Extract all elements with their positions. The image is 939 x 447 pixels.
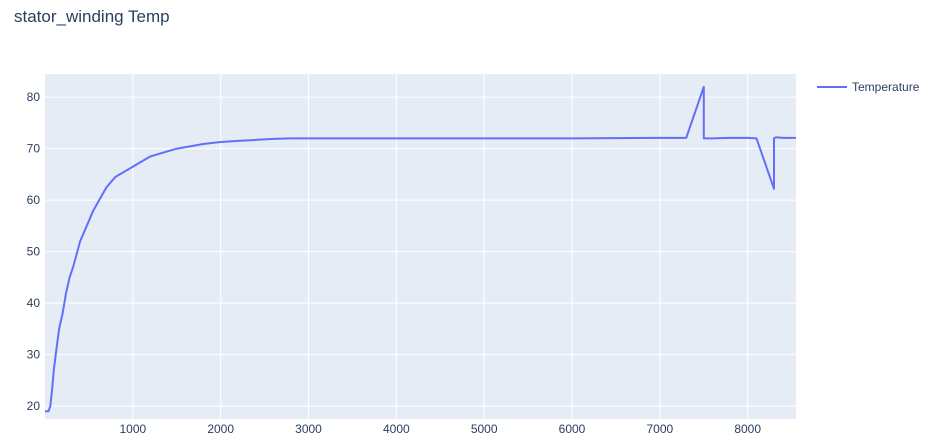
x-tick-label: 5000 xyxy=(471,422,498,436)
chart-title: stator_winding Temp xyxy=(14,7,170,26)
legend-swatch xyxy=(817,86,847,88)
x-tick-label: 3000 xyxy=(295,422,322,436)
y-tick-label: 20 xyxy=(27,399,41,413)
legend[interactable]: Temperature xyxy=(817,80,919,94)
grid-lines xyxy=(45,74,796,419)
y-tick-label: 50 xyxy=(27,245,41,259)
x-tick-label: 6000 xyxy=(559,422,586,436)
y-tick-label: 40 xyxy=(27,296,41,310)
y-tick-label: 30 xyxy=(27,348,41,362)
y-tick-label: 70 xyxy=(27,142,41,156)
x-tick-label: 1000 xyxy=(119,422,146,436)
x-axis-ticks: 1000 2000 3000 4000 5000 6000 7000 8000 xyxy=(119,422,761,436)
series-line-temperature[interactable] xyxy=(45,85,796,413)
x-tick-label: 2000 xyxy=(207,422,234,436)
legend-item-temperature[interactable]: Temperature xyxy=(852,80,920,94)
y-axis-ticks: 20 30 40 50 60 70 80 xyxy=(27,90,41,413)
y-tick-label: 80 xyxy=(27,90,41,104)
plot-background xyxy=(45,74,796,419)
y-tick-label: 60 xyxy=(27,193,41,207)
x-tick-label: 4000 xyxy=(383,422,410,436)
x-tick-label: 8000 xyxy=(734,422,761,436)
x-tick-label: 7000 xyxy=(647,422,674,436)
